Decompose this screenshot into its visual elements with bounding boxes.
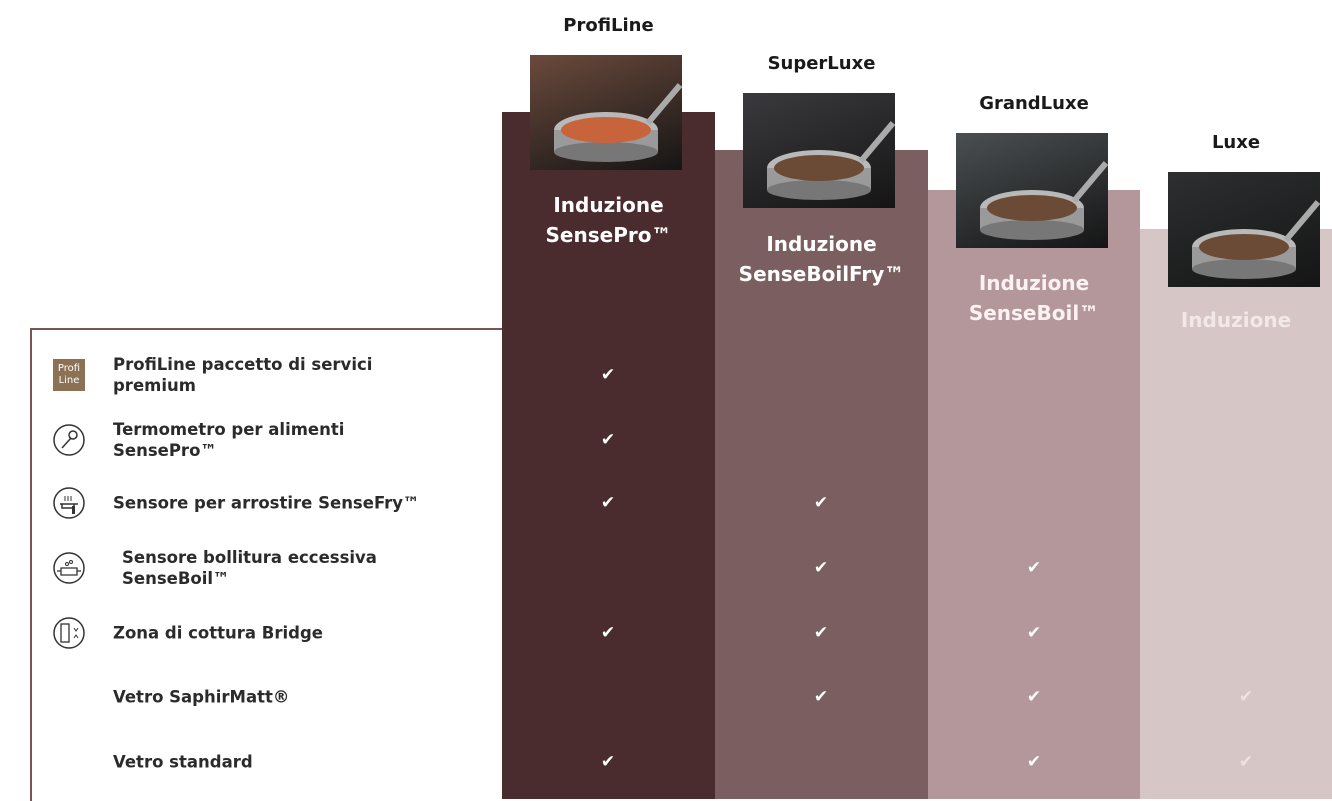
column-subtitle: Induzione: [766, 232, 877, 256]
checkmark: ✔: [1238, 687, 1254, 707]
icon-graphic: [53, 424, 85, 456]
checkmark: ✔: [813, 493, 829, 513]
feature-label: Sensore bollitura eccessiva SenseBoil™: [122, 547, 377, 589]
checkmark: ✔: [600, 493, 616, 513]
feature-label: Vetro standard: [113, 752, 253, 773]
column-bg: [1140, 229, 1332, 799]
feature-label: Sensore per arrostire SenseFry™: [113, 493, 420, 514]
checkmark: ✔: [1026, 623, 1042, 643]
column-title: GrandLuxe: [979, 93, 1089, 114]
feature-icon: [52, 551, 86, 585]
column-bg: [928, 190, 1140, 799]
label-line: Termometro per alimenti: [113, 420, 345, 439]
label-line: SenseBoil™: [122, 569, 230, 588]
pan-illustration: [554, 83, 682, 162]
features-frame: [30, 328, 504, 801]
column-bg: [715, 150, 928, 799]
product-photo: [743, 93, 895, 208]
checkmark: ✔: [813, 558, 829, 578]
checkmark: ✔: [600, 365, 616, 385]
icon-graphic: [53, 617, 85, 649]
feature-icon: [52, 486, 86, 520]
column-bg: [502, 112, 715, 799]
feature-label: Vetro SaphirMatt®: [113, 687, 289, 708]
label-line: SensePro™: [113, 441, 217, 460]
profiline-badge: Profi Line: [53, 359, 85, 391]
pan-illustration: [767, 121, 895, 200]
column-title: SuperLuxe: [767, 53, 876, 74]
label-line: Sensore per arrostire SenseFry™: [113, 493, 420, 513]
checkmark: ✔: [813, 623, 829, 643]
label-line: ProfiLine paccetto di servici: [113, 355, 373, 374]
feature-icon: [52, 616, 86, 650]
feature-label: Termometro per alimenti SensePro™: [113, 419, 344, 461]
product-photo: [1168, 172, 1320, 287]
product-photo: [956, 133, 1108, 248]
label-line: premium: [113, 376, 196, 395]
checkmark: ✔: [813, 687, 829, 707]
pan-illustration: [980, 161, 1108, 240]
column-subtitle: SenseBoil™: [968, 301, 1100, 325]
column-subtitle: SenseBoilFry™: [738, 262, 905, 286]
label-line: Vetro SaphirMatt®: [113, 687, 290, 707]
column-subtitle: SensePro™: [545, 223, 672, 247]
checkmark: ✔: [600, 752, 616, 772]
column-title: Luxe: [1211, 132, 1261, 153]
label-line: Zona di cottura Bridge: [113, 623, 323, 643]
label-line: Sensore bollitura eccessiva: [122, 548, 377, 567]
feature-label: Zona di cottura Bridge: [113, 623, 323, 644]
product-photo: [530, 55, 682, 170]
checkmark: ✔: [600, 430, 616, 450]
checkmark: ✔: [1026, 558, 1042, 578]
pan-illustration: [1192, 200, 1320, 279]
checkmark: ✔: [600, 623, 616, 643]
checkmark: ✔: [1026, 752, 1042, 772]
feature-icon: [52, 423, 86, 457]
column-subtitle: Induzione: [553, 193, 664, 217]
badge-line: Profi: [57, 363, 81, 374]
column-subtitle: Induzione: [978, 271, 1090, 295]
column-title: ProfiLine: [563, 15, 654, 36]
feature-label: ProfiLine paccetto di servici premium: [113, 354, 372, 396]
icon-graphic: [53, 552, 85, 584]
icon-graphic: [53, 487, 85, 519]
column-subtitle: Induzione: [1180, 308, 1292, 332]
checkmark: ✔: [1026, 687, 1042, 707]
label-line: Vetro standard: [113, 752, 253, 772]
checkmark: ✔: [1238, 752, 1254, 772]
badge-line: Line: [58, 375, 80, 386]
